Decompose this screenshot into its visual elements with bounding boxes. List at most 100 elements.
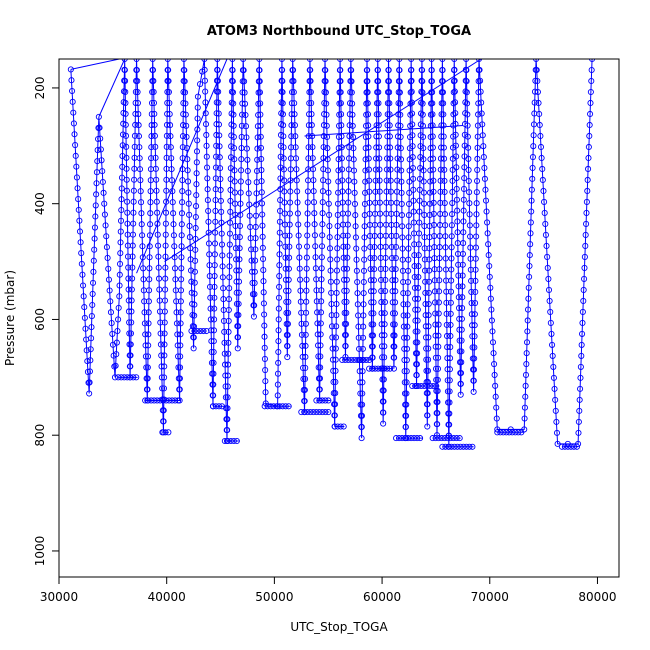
- data-point: [134, 77, 141, 85]
- data-point: [383, 188, 390, 195]
- data-point: [241, 78, 248, 85]
- data-point: [370, 321, 377, 328]
- data-point: [243, 145, 250, 152]
- data-point: [430, 177, 437, 184]
- data-point: [350, 156, 357, 163]
- data-point: [435, 354, 442, 361]
- data-point: [318, 287, 325, 294]
- data-point: [97, 135, 104, 142]
- data-point: [352, 234, 359, 241]
- data-point: [371, 243, 378, 251]
- data-point: [448, 244, 455, 251]
- data-point: [302, 364, 309, 371]
- data-point: [304, 232, 311, 239]
- data-point: [163, 143, 170, 150]
- data-point: [379, 354, 386, 361]
- data-point: [73, 174, 80, 181]
- data-point: [202, 110, 209, 117]
- data-point: [441, 188, 448, 196]
- data-point: [539, 176, 546, 184]
- data-point: [414, 339, 421, 346]
- data-point: [427, 156, 434, 163]
- data-point: [465, 144, 472, 151]
- data-point: [579, 308, 586, 315]
- data-point: [576, 407, 583, 414]
- data-point: [307, 66, 314, 74]
- data-point: [190, 345, 197, 352]
- data-point: [244, 167, 251, 175]
- data-point: [426, 189, 434, 196]
- data-point: [194, 115, 201, 122]
- data-point: [577, 385, 584, 392]
- data-point: [241, 89, 248, 96]
- data-point: [162, 264, 169, 271]
- data-point: [392, 266, 399, 273]
- data-point: [163, 198, 170, 205]
- data-point: [279, 78, 286, 85]
- data-point: [232, 222, 239, 230]
- data-point: [304, 243, 311, 250]
- data-point: [138, 210, 145, 217]
- data-point: [70, 109, 77, 116]
- data-point: [297, 276, 304, 283]
- data-point: [99, 168, 106, 175]
- data-point: [319, 199, 326, 206]
- data-point: [284, 354, 291, 361]
- data-point: [468, 288, 475, 296]
- data-point: [421, 267, 429, 274]
- data-point: [291, 100, 298, 107]
- data-point: [222, 383, 229, 390]
- data-point: [225, 339, 232, 346]
- data-point: [162, 231, 169, 238]
- data-point: [421, 245, 428, 252]
- data-point: [212, 207, 219, 214]
- data-point: [440, 100, 447, 107]
- data-point: [295, 221, 302, 228]
- data-point: [380, 420, 387, 427]
- data-point: [450, 100, 457, 107]
- data-point: [307, 77, 314, 85]
- data-point: [416, 186, 423, 193]
- data-point: [254, 123, 261, 130]
- data-point: [193, 148, 201, 155]
- data-point: [359, 401, 366, 408]
- data-point: [401, 334, 408, 341]
- data-point: [398, 189, 405, 196]
- data-point: [236, 234, 243, 241]
- data-point: [203, 153, 210, 160]
- data-point: [211, 305, 218, 312]
- data-point: [335, 156, 342, 163]
- data-point: [261, 333, 268, 340]
- data-point: [295, 232, 302, 239]
- data-point: [217, 186, 224, 194]
- data-point: [239, 89, 246, 96]
- data-point: [294, 210, 301, 217]
- data-point: [116, 282, 123, 289]
- data-point: [405, 223, 412, 230]
- data-point: [137, 177, 144, 184]
- data-point: [167, 122, 174, 129]
- data-point: [376, 166, 383, 173]
- data-point: [444, 366, 451, 373]
- data-point: [426, 267, 433, 274]
- data-point: [274, 370, 282, 377]
- data-point: [317, 342, 324, 349]
- data-point: [408, 77, 415, 84]
- data-point: [412, 295, 419, 302]
- data-point: [275, 327, 282, 334]
- data-point: [80, 293, 87, 300]
- data-point: [410, 175, 417, 182]
- data-point: [365, 144, 372, 151]
- data-point: [364, 111, 372, 118]
- data-point: [73, 163, 80, 170]
- data-point: [468, 299, 475, 307]
- data-point: [442, 222, 449, 229]
- data-point: [178, 221, 185, 228]
- data-point: [160, 407, 167, 414]
- data-point: [259, 244, 266, 251]
- data-point: [262, 389, 269, 396]
- data-point: [474, 155, 481, 162]
- data-point: [254, 145, 261, 152]
- data-point: [235, 278, 243, 285]
- data-point: [442, 244, 449, 251]
